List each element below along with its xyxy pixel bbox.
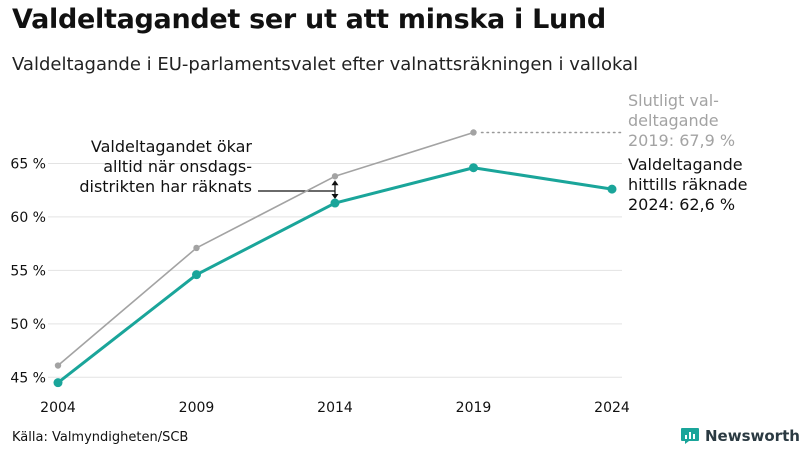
annotation-note-line: alltid när onsdags- [103, 157, 252, 176]
counted-turnout-label-line: hittills räknade [628, 175, 747, 194]
brand-name: Newsworthy [705, 427, 800, 445]
annotation-note-line: distrikten har räknats [79, 177, 252, 196]
series-line-0 [57, 131, 475, 367]
y-tick-label: 45 % [10, 370, 46, 386]
bar-chart-icon [681, 428, 699, 444]
guides [258, 131, 623, 200]
y-tick-label: 55 % [10, 263, 46, 279]
x-tick-label: 2004 [40, 400, 76, 416]
series-1-point [330, 198, 340, 208]
gridlines [48, 162, 622, 378]
series-0-point [470, 129, 477, 136]
brand-logo: Newsworthy [680, 427, 800, 445]
x-tick-label: 2019 [456, 400, 492, 416]
x-tick-label: 2014 [317, 400, 353, 416]
chart-title: Valdeltagandet ser ut att minska i Lund [12, 4, 606, 35]
counted-turnout-label-line: Valdeltagande [628, 155, 743, 174]
x-tick-label: 2024 [594, 400, 630, 416]
annotations: Slutligt val-deltagande 2019: 67,9 %Valde… [79, 91, 747, 214]
x-axis-ticks: 2004 2009 2014 2019 2024 [40, 400, 630, 416]
y-tick-label: 60 % [10, 210, 46, 226]
series-0-point [54, 362, 62, 369]
series-points [53, 129, 617, 388]
x-tick-label: 2009 [179, 400, 215, 416]
source-note: Källa: Valmyndigheten/SCB [12, 430, 189, 445]
final-turnout-label-line: deltagande [628, 111, 719, 130]
series-1-point [469, 163, 478, 173]
series-1-point [192, 270, 201, 280]
counted-turnout-label: Valdeltagande hittills räknade 2024: 62,6 … [628, 155, 747, 214]
final-turnout-label-line: Slutligt val- [628, 91, 719, 110]
final-turnout-label-line: 2019: 67,9 % [628, 131, 735, 150]
y-tick-label: 65 % [10, 156, 46, 172]
arrow-head-down [331, 194, 339, 200]
series-1-point [607, 184, 617, 194]
series-0-point [331, 173, 339, 180]
y-tick-label: 50 % [10, 317, 46, 333]
y-axis-ticks: 45 % 50 % 55 % 60 % 65 % [10, 156, 46, 386]
series-0-point [193, 244, 200, 252]
chart-subtitle: Valdeltagande i EU-parlamentsvalet efter… [12, 54, 639, 75]
annotation-note: Valdeltagandet ökar alltid när onsdags-di… [79, 137, 252, 196]
series-1-point [53, 378, 63, 388]
arrow-head-up [331, 180, 339, 186]
counted-turnout-label-line: 2024: 62,6 % [628, 195, 735, 214]
annotation-note-line: Valdeltagandet ökar [91, 137, 253, 156]
final-turnout-label: Slutligt val-deltagande 2019: 67,9 % [628, 91, 735, 150]
